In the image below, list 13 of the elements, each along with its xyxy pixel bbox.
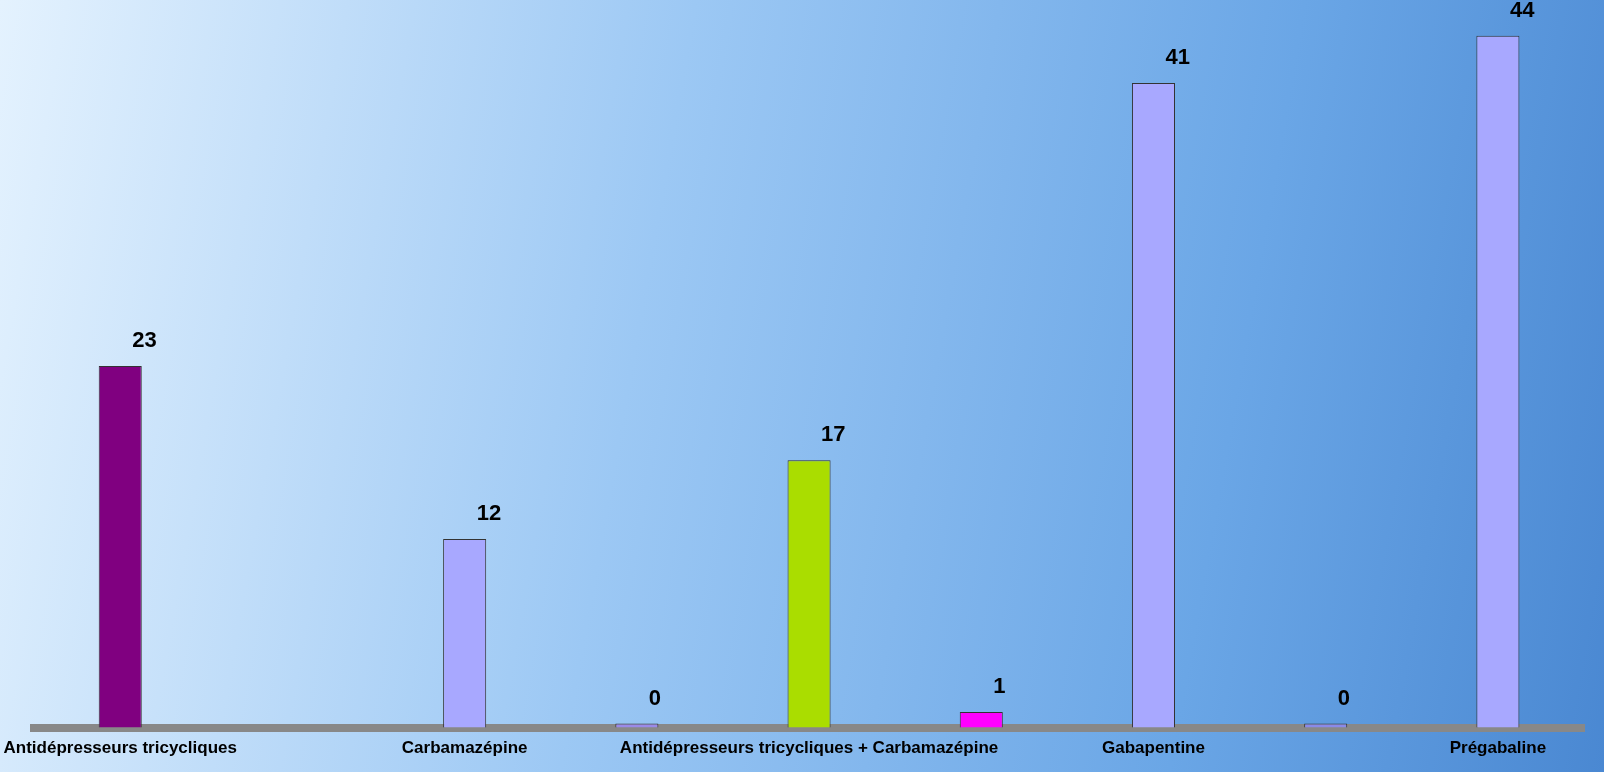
data-label: 23: [132, 327, 157, 352]
x-tick-label: Carbamazépine: [401, 738, 528, 758]
x-tick-label: Prégabaline: [1449, 738, 1547, 758]
data-label: 0: [1337, 684, 1350, 710]
data-label: 1: [993, 672, 1006, 698]
x-tick-label: Antidépresseurs tricycliques: [3, 738, 237, 758]
data-label: 41: [1165, 43, 1190, 69]
data-label: 17: [821, 421, 846, 447]
data-label: 12: [476, 499, 502, 525]
x-tick-label: Gabapentine: [1102, 738, 1205, 758]
x-tick-label: Antidépresseurs tricycliques + Carbamazépine: [619, 738, 999, 758]
data-label: 44: [1509, 0, 1536, 22]
data-label: 0: [648, 684, 662, 710]
